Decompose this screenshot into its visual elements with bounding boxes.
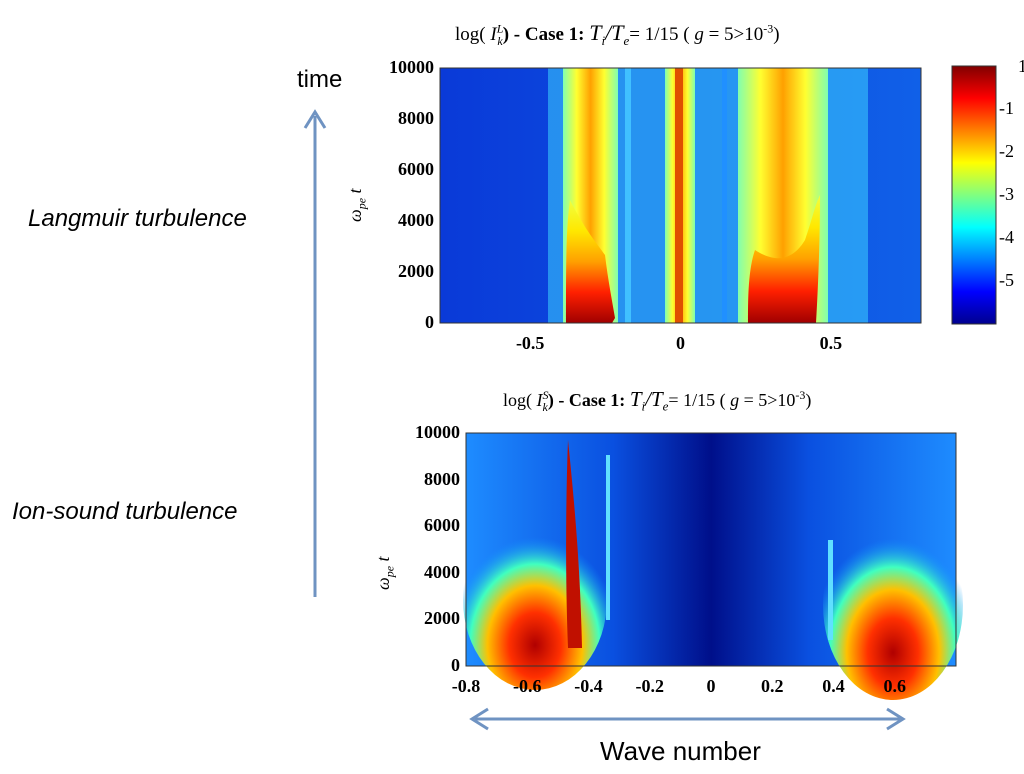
- title-subscript: k: [497, 33, 503, 48]
- ion-sound-y-tick-label: 8000: [424, 468, 460, 489]
- title-g: g: [694, 24, 704, 45]
- langmuir-y-tick-label: 0: [425, 312, 434, 332]
- colorbar-tick-label: -2: [999, 141, 1014, 161]
- title-close: ): [773, 24, 780, 45]
- langmuir-thin-line-2: [722, 68, 727, 323]
- langmuir-heatmap: [439, 67, 922, 324]
- colorbar-tick-label: -5: [999, 270, 1014, 290]
- ion-sound-y-tick-label: 4000: [424, 561, 460, 582]
- colorbar-top-label: 1: [1018, 56, 1024, 76]
- title-ratio-e: e: [662, 398, 669, 414]
- langmuir-right-lobe: [748, 195, 820, 323]
- ion-sound-x-tick-label: 0.6: [883, 676, 907, 696]
- colorbar-tick-label: -3: [999, 184, 1014, 204]
- ion-sound-left-lobe: [463, 510, 607, 690]
- langmuir-y-tick-label: 6000: [398, 159, 434, 179]
- ion-sound-x-tick-label: 0.4: [822, 676, 845, 696]
- ion-sound-x-tick-label: 0: [706, 676, 716, 696]
- y-axis-t: t: [373, 556, 393, 562]
- colorbar-tick-label: -1: [999, 98, 1014, 118]
- ion-sound-y-tick-label: 2000: [424, 608, 460, 629]
- title-g: g: [730, 390, 740, 410]
- title-g-exp: -3: [763, 21, 774, 36]
- wave-number-label: Wave number: [600, 736, 761, 766]
- langmuir-thin-line-1: [625, 68, 631, 323]
- title-symbol: I: [536, 390, 543, 410]
- time-arrow-head: [303, 109, 327, 129]
- y-axis-omega: ω: [345, 209, 365, 222]
- title-close: ): [805, 390, 812, 410]
- langmuir-colorbar: [951, 65, 997, 325]
- title-g-value: = 5>10: [708, 24, 764, 45]
- ion-sound-thin-line-left: [606, 455, 610, 620]
- time-label: time: [297, 66, 343, 93]
- title-superscript: S: [542, 388, 549, 402]
- title-value: = 1/15 (: [668, 390, 726, 410]
- ion-sound-y-axis-label: ωpe t: [373, 556, 398, 590]
- langmuir-chart-title: log( ILk) - Case 1: Ti/Te= 1/15 ( g = 5>…: [455, 20, 780, 49]
- langmuir-x-tick-label: 0.5: [819, 333, 843, 353]
- langmuir-x-tick-label: 0: [676, 333, 685, 353]
- title-symbol: I: [490, 24, 497, 45]
- ion-sound-x-tick-label: -0.8: [451, 676, 481, 696]
- title-ratio-i: i: [641, 398, 646, 414]
- ion-sound-x-tick-label: 0.2: [761, 676, 784, 696]
- ion-sound-x-tick-label: -0.4: [574, 676, 603, 696]
- title-ratio-i: i: [601, 32, 606, 48]
- ion-sound-thin-line-right: [828, 540, 833, 640]
- y-axis-t: t: [345, 188, 365, 194]
- langmuir-left-lobe: [566, 200, 615, 323]
- ion-sound-turbulence-label: Ion-sound turbulence: [12, 498, 238, 525]
- title-ratio: T: [629, 387, 642, 411]
- ion-sound-right-lobe: [823, 510, 963, 700]
- title-superscript: L: [496, 21, 504, 36]
- title-ratio-e: e: [623, 32, 630, 48]
- title-slash: /T: [645, 387, 663, 411]
- title-case: ) - Case 1:: [547, 390, 626, 410]
- title-g-value: = 5>10: [743, 390, 796, 410]
- langmuir-center-spike: [675, 68, 683, 323]
- langmuir-y-tick-label: 8000: [398, 108, 434, 128]
- ion-sound-heatmap: [463, 432, 963, 700]
- title-g-exp: -3: [795, 388, 806, 402]
- langmuir-x-tick-label: -0.5: [515, 333, 545, 353]
- y-axis-omega: ω: [373, 577, 393, 590]
- wave-number-arrow-left-head: [469, 707, 489, 731]
- title-value: = 1/15 (: [629, 24, 690, 45]
- title-prefix: log(: [503, 390, 532, 410]
- ion-sound-y-tick-label: 6000: [424, 515, 460, 536]
- title-subscript: k: [542, 399, 548, 414]
- title-slash: /T: [605, 20, 624, 45]
- langmuir-y-tick-label: 2000: [398, 261, 434, 281]
- langmuir-y-axis-label: ωpe t: [345, 188, 370, 222]
- langmuir-y-tick-label: 4000: [398, 210, 434, 230]
- langmuir-y-tick-label: 10000: [389, 57, 434, 77]
- y-axis-sub: pe: [382, 565, 397, 578]
- title-prefix: log(: [455, 24, 486, 45]
- langmuir-turbulence-label: Langmuir turbulence: [28, 205, 247, 232]
- colorbar-tick-label: -4: [999, 227, 1014, 247]
- ion-sound-x-tick-label: -0.6: [513, 676, 542, 696]
- ion-sound-y-tick-label: 0: [451, 655, 460, 675]
- wave-number-arrow-right-head: [886, 707, 906, 731]
- title-ratio: T: [589, 20, 602, 45]
- title-case: ) - Case 1:: [502, 24, 585, 45]
- ion-sound-y-tick-label: 10000: [415, 422, 460, 442]
- ion-sound-chart-title: log( ISk) - Case 1: Ti/Te= 1/15 ( g = 5>…: [503, 387, 811, 415]
- ion-sound-left-spike: [566, 440, 582, 648]
- ion-sound-x-tick-label: -0.2: [635, 676, 665, 696]
- y-axis-sub: pe: [354, 197, 369, 210]
